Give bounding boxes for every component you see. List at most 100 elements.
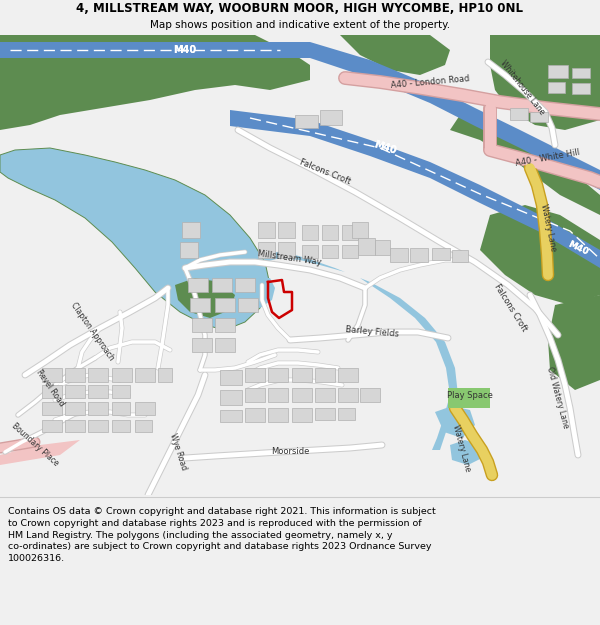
Polygon shape bbox=[260, 252, 458, 450]
Text: Falcons Croft: Falcons Croft bbox=[298, 158, 352, 186]
Text: Contains OS data © Crown copyright and database right 2021. This information is : Contains OS data © Crown copyright and d… bbox=[8, 507, 436, 563]
Polygon shape bbox=[65, 402, 85, 415]
Polygon shape bbox=[320, 110, 342, 125]
Polygon shape bbox=[258, 222, 275, 238]
Polygon shape bbox=[375, 240, 390, 255]
Polygon shape bbox=[410, 248, 428, 262]
Polygon shape bbox=[322, 245, 338, 258]
Polygon shape bbox=[295, 115, 318, 128]
Text: Watery Lane: Watery Lane bbox=[451, 424, 473, 472]
Polygon shape bbox=[215, 318, 235, 332]
Polygon shape bbox=[292, 408, 312, 422]
Polygon shape bbox=[268, 368, 288, 382]
Polygon shape bbox=[112, 368, 132, 382]
Polygon shape bbox=[448, 388, 490, 408]
Polygon shape bbox=[292, 388, 312, 402]
Polygon shape bbox=[548, 65, 568, 78]
Text: A40 - White Hill: A40 - White Hill bbox=[515, 148, 581, 168]
Polygon shape bbox=[158, 368, 172, 382]
Text: Revel Road: Revel Road bbox=[34, 368, 66, 408]
Polygon shape bbox=[88, 368, 108, 382]
Polygon shape bbox=[190, 298, 210, 312]
Polygon shape bbox=[340, 35, 450, 75]
Polygon shape bbox=[338, 368, 358, 382]
Polygon shape bbox=[352, 222, 368, 238]
Polygon shape bbox=[435, 406, 475, 438]
Polygon shape bbox=[135, 420, 152, 432]
Text: M40: M40 bbox=[173, 45, 197, 55]
Polygon shape bbox=[452, 250, 468, 262]
Polygon shape bbox=[88, 402, 108, 415]
Polygon shape bbox=[278, 242, 295, 258]
Polygon shape bbox=[572, 68, 590, 78]
Polygon shape bbox=[65, 368, 85, 382]
Polygon shape bbox=[268, 408, 288, 422]
Text: M40: M40 bbox=[566, 239, 590, 257]
Polygon shape bbox=[238, 298, 258, 312]
Polygon shape bbox=[0, 35, 310, 130]
Text: Whitehouse Lane: Whitehouse Lane bbox=[498, 59, 546, 117]
Polygon shape bbox=[192, 338, 212, 352]
Polygon shape bbox=[245, 388, 265, 402]
Text: A40 - London Road: A40 - London Road bbox=[390, 74, 470, 90]
Polygon shape bbox=[360, 388, 380, 402]
Polygon shape bbox=[235, 278, 255, 292]
Polygon shape bbox=[358, 238, 375, 255]
Polygon shape bbox=[220, 390, 242, 405]
Polygon shape bbox=[220, 410, 242, 422]
Text: Boundary Place: Boundary Place bbox=[10, 422, 60, 468]
Polygon shape bbox=[302, 245, 318, 258]
Polygon shape bbox=[215, 338, 235, 352]
Polygon shape bbox=[192, 318, 212, 332]
Polygon shape bbox=[292, 368, 312, 382]
Polygon shape bbox=[175, 278, 235, 318]
Polygon shape bbox=[480, 205, 600, 305]
Text: M40: M40 bbox=[566, 239, 590, 257]
Polygon shape bbox=[0, 42, 600, 190]
Polygon shape bbox=[450, 115, 600, 215]
Polygon shape bbox=[212, 278, 232, 292]
Polygon shape bbox=[268, 388, 288, 402]
Text: Map shows position and indicative extent of the property.: Map shows position and indicative extent… bbox=[150, 20, 450, 30]
Polygon shape bbox=[88, 420, 108, 432]
Polygon shape bbox=[215, 298, 235, 312]
Polygon shape bbox=[490, 35, 600, 130]
Text: Moorside: Moorside bbox=[271, 448, 309, 456]
Polygon shape bbox=[112, 420, 130, 432]
Polygon shape bbox=[315, 388, 335, 402]
Text: Play Space: Play Space bbox=[447, 391, 493, 399]
Polygon shape bbox=[0, 148, 270, 330]
Polygon shape bbox=[245, 368, 265, 382]
Text: M40: M40 bbox=[173, 45, 197, 55]
Polygon shape bbox=[188, 278, 208, 292]
Polygon shape bbox=[302, 225, 318, 240]
Text: M40: M40 bbox=[373, 139, 398, 156]
Polygon shape bbox=[42, 385, 62, 398]
Polygon shape bbox=[278, 222, 295, 238]
Polygon shape bbox=[88, 385, 108, 398]
Polygon shape bbox=[315, 368, 335, 382]
Polygon shape bbox=[338, 408, 355, 420]
Polygon shape bbox=[42, 420, 62, 432]
Polygon shape bbox=[432, 248, 450, 260]
Polygon shape bbox=[245, 408, 265, 422]
Polygon shape bbox=[42, 368, 62, 382]
Polygon shape bbox=[180, 242, 198, 258]
Polygon shape bbox=[220, 370, 242, 385]
Polygon shape bbox=[338, 388, 358, 402]
Text: Watery Lane: Watery Lane bbox=[539, 204, 557, 252]
Polygon shape bbox=[548, 295, 600, 390]
Polygon shape bbox=[135, 402, 155, 415]
Polygon shape bbox=[322, 225, 338, 240]
Polygon shape bbox=[510, 108, 528, 120]
Polygon shape bbox=[182, 222, 200, 238]
Polygon shape bbox=[135, 368, 155, 382]
Polygon shape bbox=[548, 82, 565, 93]
Polygon shape bbox=[530, 112, 548, 122]
Polygon shape bbox=[65, 385, 85, 398]
Polygon shape bbox=[112, 402, 130, 415]
Polygon shape bbox=[245, 278, 275, 308]
Text: Old Watery Lane: Old Watery Lane bbox=[545, 366, 571, 430]
Polygon shape bbox=[258, 242, 275, 258]
Polygon shape bbox=[315, 408, 335, 420]
